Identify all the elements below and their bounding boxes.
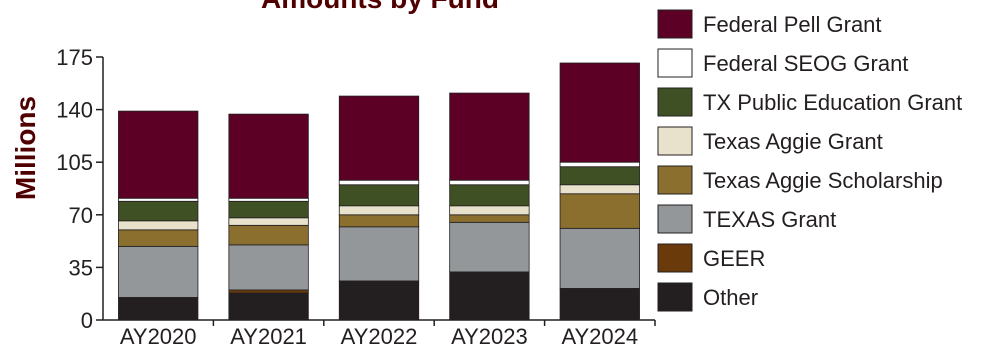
bar-segment-tx-public-education-grant [449,184,530,207]
bar-segment-texas-aggie-scholarship [228,224,309,246]
x-tick-label: AY2024 [561,324,638,345]
x-axis: AY2020 AY2021 AY2022 AY2023 AY2024 [103,319,656,345]
y-tick-label: 70 [69,203,93,228]
bar-stack-ay2023 [449,92,530,321]
legend-item: Federal Pell Grant [657,9,882,39]
bars [118,62,640,321]
bar-segment-geer [228,289,309,294]
bar-segment-other [228,292,309,321]
bar-segment-texas-grant [338,226,420,282]
bar-segment-tx-public-education-grant [559,166,640,186]
bar-segment-texas-aggie-grant [118,220,199,231]
legend-swatch [657,9,693,39]
y-tick-label: 35 [69,255,93,280]
bar-stack-ay2024 [559,62,640,321]
bar-segment-federal-seog-grant [228,197,309,202]
legend-swatch [657,165,693,195]
bar-segment-federal-seog-grant [559,161,640,168]
bar-segment-texas-aggie-grant [338,205,420,216]
y-axis: 0 35 70 105 140 175 [56,45,104,333]
bar-segment-federal-pell-grant [228,113,309,199]
bar-segment-texas-grant [449,221,530,273]
bar-segment-federal-pell-grant [449,92,530,181]
x-tick-label: AY2023 [451,324,528,345]
bar-segment-texas-aggie-grant [559,184,640,195]
bar-segment-tx-public-education-grant [338,184,420,207]
legend-label: TEXAS Grant [703,207,836,232]
y-tick-label: 0 [81,308,93,333]
bar-segment-federal-pell-grant [559,62,640,163]
legend-item: Federal SEOG Grant [657,48,908,78]
bar-segment-texas-aggie-grant [449,205,530,216]
y-tick-label: 175 [56,45,93,70]
bar-segment-texas-aggie-scholarship [559,193,640,229]
chart-title: Amounts by Fund [261,0,499,14]
legend-label: Texas Aggie Grant [703,129,883,154]
bar-segment-other [338,280,420,321]
bar-segment-other [559,288,640,321]
bar-segment-federal-pell-grant [118,110,199,199]
legend-label: Federal SEOG Grant [703,51,908,76]
bar-stack-ay2022 [338,95,420,321]
legend-label: Texas Aggie Scholarship [703,168,943,193]
bar-segment-other [118,297,199,321]
legend-swatch [657,126,693,156]
bar-segment-other [449,271,530,321]
bar-stack-ay2020 [118,110,199,321]
legend-swatch [657,282,693,312]
legend-item: TEXAS Grant [657,204,836,234]
legend-swatch [657,204,693,234]
legend-label: Federal Pell Grant [703,12,882,37]
y-tick-label: 140 [56,98,93,123]
bar-segment-texas-grant [559,227,640,289]
y-axis-label: Millions [10,96,41,200]
bar-segment-texas-grant [228,244,309,291]
bar-segment-texas-aggie-scholarship [338,214,420,228]
legend-item: Other [657,282,758,312]
legend-item: Texas Aggie Grant [657,126,883,156]
bar-segment-texas-aggie-grant [228,217,309,226]
bar-segment-texas-grant [118,245,199,298]
legend-swatch [657,48,693,78]
bar-segment-tx-public-education-grant [118,200,199,222]
bar-stack-ay2021 [228,113,309,321]
x-tick-label: AY2022 [341,324,418,345]
bar-segment-texas-aggie-scholarship [118,229,199,247]
bar-segment-federal-seog-grant [338,179,420,186]
legend-label: GEER [703,246,765,271]
bar-segment-federal-seog-grant [118,197,199,202]
y-tick-label: 105 [56,150,93,175]
bar-segment-texas-aggie-scholarship [449,214,530,223]
legend-item: GEER [657,243,765,273]
legend: Federal Pell Grant Federal SEOG Grant TX P… [657,9,962,312]
bar-segment-federal-pell-grant [338,95,420,181]
bar-segment-federal-seog-grant [449,179,530,186]
bar-segment-tx-public-education-grant [228,200,309,219]
legend-item: Texas Aggie Scholarship [657,165,943,195]
x-tick-label: AY2020 [120,324,197,345]
legend-item: TX Public Education Grant [657,87,962,117]
legend-label: TX Public Education Grant [703,90,962,115]
legend-label: Other [703,285,758,310]
x-tick-label: AY2021 [230,324,307,345]
legend-swatch [657,243,693,273]
legend-swatch [657,87,693,117]
